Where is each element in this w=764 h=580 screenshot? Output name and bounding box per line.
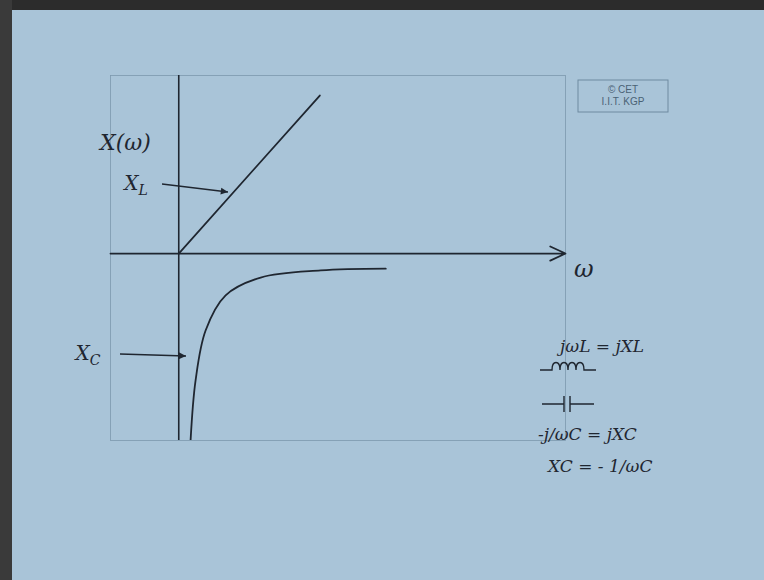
- svg-text:X(ω): X(ω): [98, 130, 151, 155]
- svg-text:ω: ω: [574, 255, 594, 283]
- svg-text:jωL = jXL: jωL = jXL: [556, 336, 644, 356]
- svg-text:XC = - 1/ωC: XC = - 1/ωC: [546, 456, 652, 476]
- svg-text:XC: XC: [74, 341, 101, 368]
- svg-text:XL: XL: [122, 171, 148, 198]
- svg-text:© CET: © CET: [608, 84, 638, 95]
- svg-text:I.I.T. KGP: I.I.T. KGP: [602, 96, 645, 107]
- svg-text:-j/ωC = jXC: -j/ωC = jXC: [538, 424, 637, 444]
